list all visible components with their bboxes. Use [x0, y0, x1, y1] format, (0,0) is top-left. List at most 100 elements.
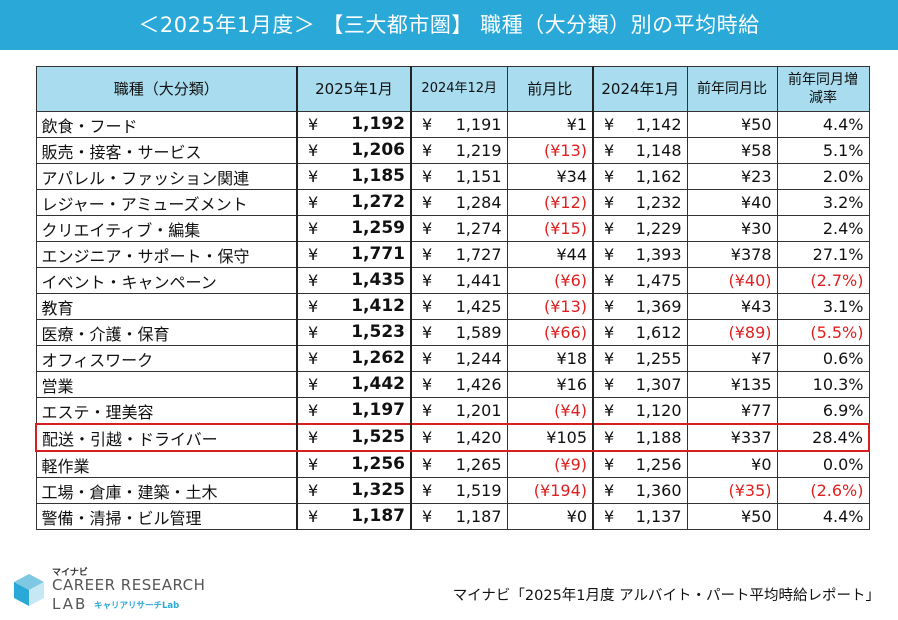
cell-yoy-rate: (5.5%): [776, 319, 870, 346]
cell-dec2024: ¥1,187: [410, 503, 508, 530]
cell-dec2024-value: 1,420: [455, 428, 502, 447]
cell-jan2025: ¥1,197: [296, 397, 412, 425]
cell-dec2024: ¥1,191: [410, 111, 508, 138]
cell-jan2025-value: 1,256: [351, 454, 405, 474]
yen-symbol: ¥: [604, 455, 615, 474]
logo-lab: LAB: [52, 595, 88, 613]
table-row: 医療・介護・保育 ¥1,523 ¥1,589 (¥66) ¥1,612 (¥89) (5.5…: [35, 319, 870, 346]
cell-jan2025-value: 1,272: [351, 192, 405, 212]
yen-symbol: ¥: [308, 193, 319, 212]
cell-mom: ¥18: [506, 345, 594, 372]
yen-symbol: ¥: [308, 297, 319, 316]
yen-symbol: ¥: [308, 507, 319, 526]
yen-symbol: ¥: [422, 271, 433, 290]
logo-kana: キャリアリサーチLab: [94, 601, 180, 611]
cell-jan2024-value: 1,142: [635, 115, 682, 134]
cell-jan2025-value: 1,442: [351, 374, 405, 394]
cell-jan2025-value: 1,187: [351, 506, 405, 526]
cell-jan2025: ¥1,206: [296, 137, 412, 164]
cell-jan2025: ¥1,412: [296, 293, 412, 320]
cell-jan2025-value: 1,435: [351, 270, 405, 290]
cell-category: イベント・キャンペーン: [35, 267, 298, 294]
yen-symbol: ¥: [422, 428, 433, 447]
yen-symbol: ¥: [308, 455, 319, 474]
cell-mom: (¥9): [506, 450, 594, 478]
cell-dec2024: ¥1,265: [410, 450, 508, 478]
yen-symbol: ¥: [422, 401, 433, 420]
cell-jan2024-value: 1,120: [635, 401, 682, 420]
yen-symbol: ¥: [604, 349, 615, 368]
cell-dec2024: ¥1,425: [410, 293, 508, 320]
yen-symbol: ¥: [604, 245, 615, 264]
cell-yoy-rate: 2.0%: [776, 163, 870, 190]
yen-symbol: ¥: [422, 507, 433, 526]
cell-jan2024-value: 1,137: [635, 507, 682, 526]
cell-yoy-rate: (2.6%): [776, 477, 870, 504]
yen-symbol: ¥: [308, 167, 319, 186]
cell-dec2024-value: 1,219: [455, 141, 502, 160]
cell-jan2024: ¥1,475: [592, 267, 688, 294]
yen-symbol: ¥: [308, 401, 319, 420]
cell-yoy: ¥135: [686, 371, 778, 398]
cell-mom: (¥12): [506, 189, 594, 216]
cell-category: 配送・引越・ドライバー: [35, 423, 298, 452]
yen-symbol: ¥: [604, 271, 615, 290]
cell-yoy-rate: 27.1%: [776, 241, 870, 268]
cell-jan2025-value: 1,525: [351, 427, 405, 447]
cell-yoy: ¥378: [686, 241, 778, 268]
cell-dec2024: ¥1,219: [410, 137, 508, 164]
cell-jan2024-value: 1,612: [635, 323, 682, 342]
header-yoy: 前年同月比: [686, 66, 778, 112]
cell-dec2024-value: 1,425: [455, 297, 502, 316]
yen-symbol: ¥: [422, 481, 433, 500]
table-row: エステ・理美容 ¥1,197 ¥1,201 (¥4) ¥1,120 ¥77 6.9%: [35, 397, 870, 425]
cell-category: 医療・介護・保育: [35, 319, 298, 346]
cell-jan2024-value: 1,307: [635, 375, 682, 394]
cell-yoy: ¥0: [686, 450, 778, 478]
cell-jan2024-value: 1,360: [635, 481, 682, 500]
cell-jan2024: ¥1,307: [592, 371, 688, 398]
yen-symbol: ¥: [308, 375, 319, 394]
career-research-lab-logo: マイナビ CAREER RESEARCH LAB キャリアリサーチLab: [10, 562, 210, 618]
yen-symbol: ¥: [604, 115, 615, 134]
header-jan2024: 2024年1月: [592, 66, 688, 112]
cell-jan2024-value: 1,393: [635, 245, 682, 264]
cell-dec2024: ¥1,589: [410, 319, 508, 346]
cell-jan2024: ¥1,256: [592, 450, 688, 478]
cell-yoy-rate: 5.1%: [776, 137, 870, 164]
table-row: 飲食・フード ¥1,192 ¥1,191 ¥1 ¥1,142 ¥50 4.4%: [35, 111, 870, 138]
cell-jan2025-value: 1,262: [351, 348, 405, 368]
cell-mom: (¥4): [506, 397, 594, 425]
cell-mom: ¥1: [506, 111, 594, 138]
yen-symbol: ¥: [422, 167, 433, 186]
yen-symbol: ¥: [422, 193, 433, 212]
cell-mom: ¥34: [506, 163, 594, 190]
cell-dec2024: ¥1,519: [410, 477, 508, 504]
cell-category: エステ・理美容: [35, 397, 298, 425]
cell-yoy-rate: 4.4%: [776, 111, 870, 138]
cell-jan2025: ¥1,325: [296, 477, 412, 504]
cell-mom: ¥16: [506, 371, 594, 398]
cell-dec2024: ¥1,420: [410, 423, 508, 452]
cell-jan2024: ¥1,142: [592, 111, 688, 138]
cell-jan2024: ¥1,162: [592, 163, 688, 190]
cell-mom: ¥105: [506, 423, 594, 452]
cell-yoy: ¥7: [686, 345, 778, 372]
table-row: 警備・清掃・ビル管理 ¥1,187 ¥1,187 ¥0 ¥1,137 ¥50 4.4%: [35, 503, 870, 530]
cell-jan2024: ¥1,369: [592, 293, 688, 320]
cell-yoy-rate: 3.1%: [776, 293, 870, 320]
wage-table-container: 職種（大分類） 2025年1月 2024年12月 前月比 2024年1月 前年同…: [35, 66, 870, 530]
cell-category: 販売・接客・サービス: [35, 137, 298, 164]
yen-symbol: ¥: [604, 481, 615, 500]
cell-yoy-rate: 0.0%: [776, 450, 870, 478]
cell-jan2024-value: 1,148: [635, 141, 682, 160]
cell-mom: (¥6): [506, 267, 594, 294]
cell-jan2025: ¥1,187: [296, 503, 412, 530]
cell-jan2025: ¥1,525: [296, 423, 412, 452]
cell-dec2024-value: 1,426: [455, 375, 502, 394]
cell-dec2024: ¥1,426: [410, 371, 508, 398]
cell-category: 工場・倉庫・建築・土木: [35, 477, 298, 504]
cell-mom: (¥194): [506, 477, 594, 504]
cell-jan2025: ¥1,272: [296, 189, 412, 216]
cell-jan2025-value: 1,206: [351, 140, 405, 160]
